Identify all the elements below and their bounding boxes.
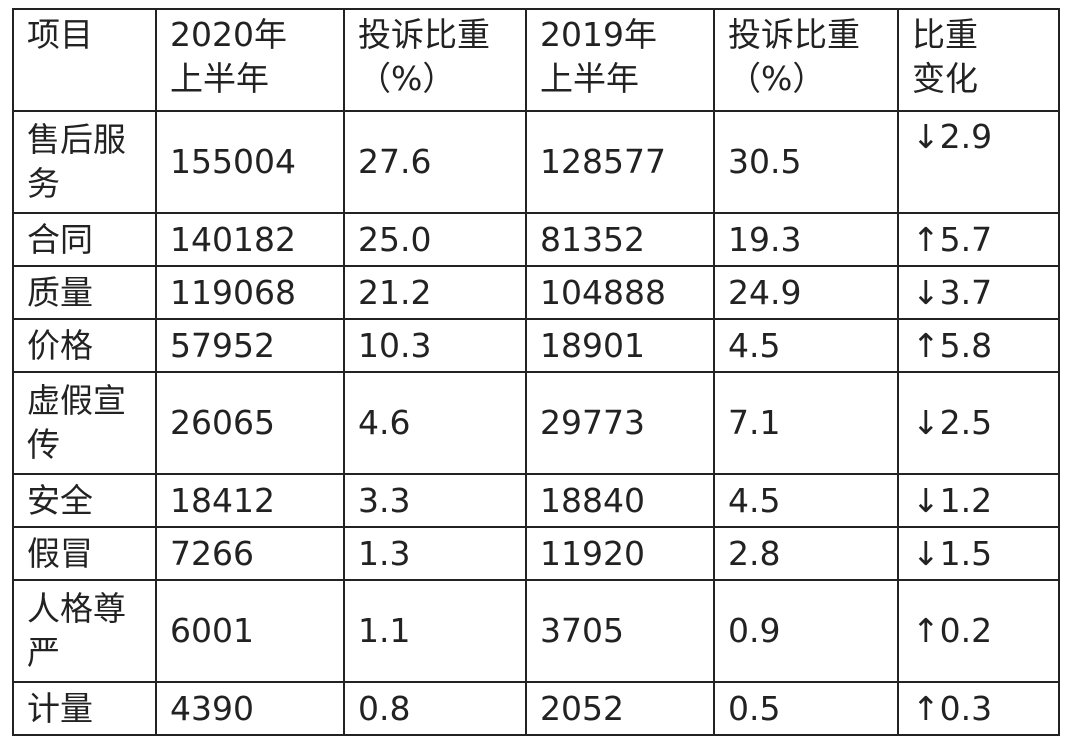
data-row: 计量 4390 0.8 2052 0.5 ↑0.3 [12,681,1060,736]
cell: 25.0 [343,212,527,267]
cell: 0.5 [713,681,899,736]
cell: 4.5 [713,318,899,373]
header-cell: 2020年上半年 [155,8,345,112]
header-cell: 2019年上半年 [525,8,715,112]
cell: ↓1.2 [897,473,1060,528]
cell: ↓1.5 [897,526,1060,581]
cell: 119068 [155,265,345,320]
cell: 128577 [525,110,715,214]
data-row: 假冒 7266 1.3 11920 2.8 ↓1.5 [12,526,1060,581]
data-row: 合同 140182 25.0 81352 19.3 ↑5.7 [12,212,1060,267]
cell: ↑5.7 [897,212,1060,267]
cell: 27.6 [343,110,527,214]
cell: 假冒 [12,526,157,581]
cell: 1.1 [343,579,527,683]
header-text: 变化 [912,59,978,98]
complaint-table: 项目 2020年 上半年 投诉比重 （%） 2019年 上半年 投诉比重 （%） 比重 变化 售后服务… [12,8,1060,736]
header-cell: 项目 [12,8,157,112]
header-text: （%） [358,59,456,98]
header-text: 比重 [912,15,978,54]
header-text: 投诉比重 [728,15,860,54]
header-cell: 投诉比重 （%） [343,8,527,112]
cell: 计量 [12,681,157,736]
header-text: 上半年 [540,59,639,98]
cell: 140182 [155,212,345,267]
table-body: 项目 2020年 上半年 投诉比重 （%） 2019年 上半年 投诉比重 （%） 比重 变化 售后服务… [12,8,1060,736]
cell: 57952 [155,318,345,373]
cell: 24.9 [713,265,899,320]
header-text: 投诉比重 [358,15,490,54]
cell: 1.3 [343,526,527,581]
cell: 18901 [525,318,715,373]
cell: 3.3 [343,473,527,528]
cell: 18412 [155,473,345,528]
header-text: 项目 [27,15,93,54]
cell: 0.9 [713,579,899,683]
cell: 18840 [525,473,715,528]
cell: 0.8 [343,681,527,736]
cell: 29773 [525,371,715,475]
cell: 虚假宣传 [12,371,157,475]
data-row: 虚假宣传 26065 4.6 29773 7.1 ↓2.5 [12,371,1060,475]
cell: 合同 [12,212,157,267]
cell: 安全 [12,473,157,528]
cell: 4390 [155,681,345,736]
cell: 155004 [155,110,345,214]
cell: 6001 [155,579,345,683]
cell: 11920 [525,526,715,581]
header-text: （%） [728,59,826,98]
cell: 3705 [525,579,715,683]
cell: 人格尊严 [12,579,157,683]
cell: 2.8 [713,526,899,581]
cell: 30.5 [713,110,899,214]
cell: 19.3 [713,212,899,267]
cell: 10.3 [343,318,527,373]
data-row: 质量 119068 21.2 104888 24.9 ↓3.7 [12,265,1060,320]
cell: ↓2.5 [897,371,1060,475]
cell: 21.2 [343,265,527,320]
data-row: 售后服务 155004 27.6 128577 30.5 ↓2.9 [12,110,1060,214]
data-row: 人格尊严 6001 1.1 3705 0.9 ↑0.2 [12,579,1060,683]
cell: 7266 [155,526,345,581]
cell: ↓2.9 [897,110,1060,214]
cell: 4.6 [343,371,527,475]
cell: ↑0.2 [897,579,1060,683]
cell: ↑5.8 [897,318,1060,373]
header-text: 2020年 [170,15,287,54]
header-row: 项目 2020年 上半年 投诉比重 （%） 2019年 上半年 投诉比重 （%） 比重 变化 [12,8,1060,112]
cell: 售后服务 [12,110,157,214]
cell: ↑0.3 [897,681,1060,736]
cell: ↓3.7 [897,265,1060,320]
header-cell: 比重 变化 [897,8,1060,112]
cell: 104888 [525,265,715,320]
header-cell: 投诉比重 （%） [713,8,899,112]
header-text: 上半年 [170,59,269,98]
cell: 26065 [155,371,345,475]
header-text: 2019年 [540,15,657,54]
cell: 7.1 [713,371,899,475]
cell: 质量 [12,265,157,320]
data-row: 价格 57952 10.3 18901 4.5 ↑5.8 [12,318,1060,373]
cell: 2052 [525,681,715,736]
cell: 4.5 [713,473,899,528]
cell: 81352 [525,212,715,267]
cell: 价格 [12,318,157,373]
data-row: 安全 18412 3.3 18840 4.5 ↓1.2 [12,473,1060,528]
